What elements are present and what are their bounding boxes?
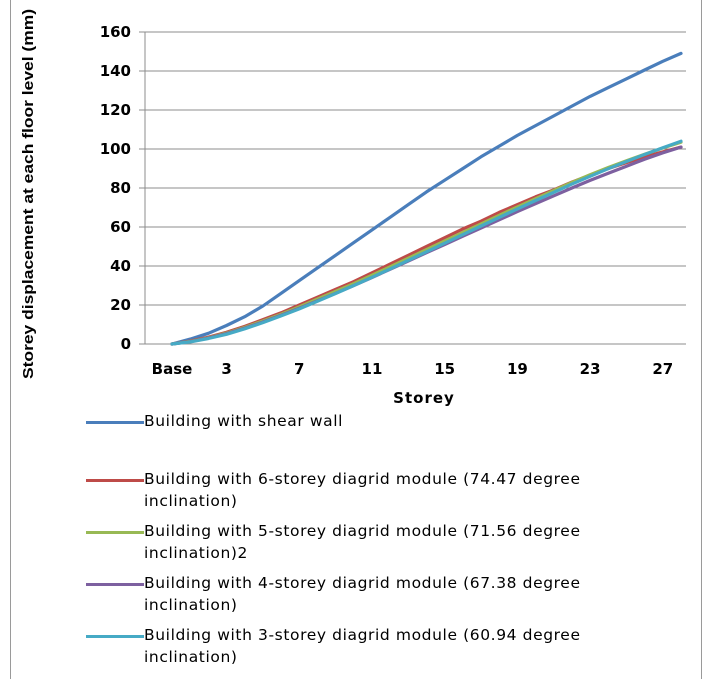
legend-label: Building with 6-storey diagrid module (7…	[144, 470, 581, 510]
x-axis-label: Storey	[393, 389, 455, 407]
chart-plot: 0 20 40 60 80 100 120 140 160 Base 3 7 11 15 19 23 27 S…	[20, 9, 686, 407]
y-tick-label: 120	[100, 101, 131, 119]
y-tick-label: 80	[110, 179, 131, 197]
x-tick-label: 7	[294, 360, 304, 378]
y-tick-label: 40	[110, 257, 131, 275]
y-tick-label: 140	[100, 62, 131, 80]
x-tick-label: 23	[580, 360, 601, 378]
legend-label: Building with 4-storey diagrid module (6…	[144, 574, 581, 614]
legend-swatch	[86, 635, 144, 638]
legend-swatch	[86, 531, 144, 534]
x-tick-label: 15	[434, 360, 455, 378]
y-tick-label: 60	[110, 218, 131, 236]
legend-label: Building with 3-storey diagrid module (6…	[144, 626, 581, 666]
legend-item: Building with 5-storey diagrid module (7…	[86, 520, 674, 564]
series-lines	[170, 51, 683, 346]
legend-item: Building with 4-storey diagrid module (6…	[86, 572, 674, 616]
chart-frame	[10, 0, 702, 679]
legend-label: Building with 5-storey diagrid module (7…	[144, 522, 581, 562]
x-tick-label: Base	[152, 360, 193, 378]
x-tick-labels: Base 3 7 11 15 19 23 27	[152, 360, 674, 378]
y-tick-label: 20	[110, 296, 131, 314]
y-tick-labels: 0 20 40 60 80 100 120 140 160	[100, 23, 131, 353]
series-line-1	[170, 51, 683, 346]
legend-label: Building with shear wall	[144, 412, 344, 430]
y-tick-label: 160	[100, 23, 131, 41]
series-line-5	[170, 139, 683, 346]
legend-swatch	[86, 583, 144, 586]
grid-lines	[139, 31, 686, 345]
legend-item: Building with shear wall	[86, 410, 674, 432]
x-tick-label: 27	[652, 360, 673, 378]
y-tick-label: 100	[100, 140, 131, 158]
legend-item: Building with 3-storey diagrid module (6…	[86, 624, 674, 668]
axes	[144, 32, 686, 345]
legend-swatch	[86, 421, 144, 424]
x-tick-label: 11	[362, 360, 383, 378]
x-tick-label: 3	[221, 360, 231, 378]
legend-swatch	[86, 479, 144, 482]
y-axis-label: Storey displacement at each floor level …	[20, 9, 37, 379]
legend-item: Building with 6-storey diagrid module (7…	[86, 468, 674, 512]
y-tick-label: 0	[121, 335, 131, 353]
x-tick-label: 19	[507, 360, 528, 378]
